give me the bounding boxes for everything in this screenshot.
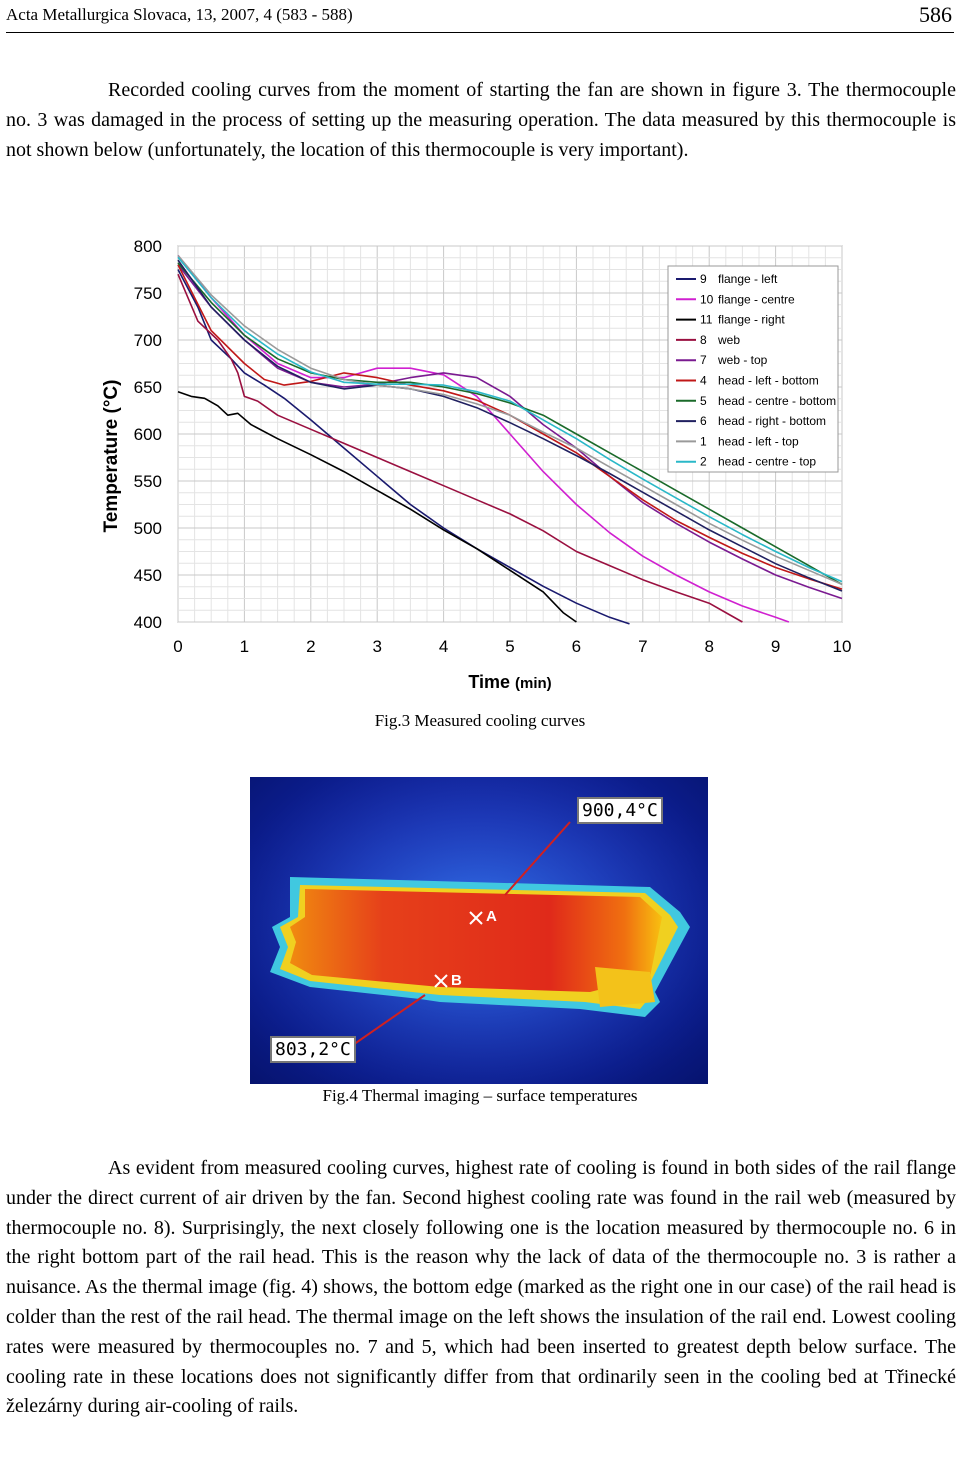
legend-label: flange - centre [718, 292, 795, 306]
figure3-caption-text: Fig.3 Measured cooling curves [374, 711, 586, 730]
cooling-curves-chart: 0 1 2 3 4 5 6 7 8 9 10400450500550600650700750800 … [101, 237, 852, 692]
x-tick-label: 6 [572, 637, 581, 656]
x-tick-label: 4 [439, 637, 448, 656]
x-tick-label: 7 [638, 637, 647, 656]
y-tick-label: 500 [134, 519, 162, 538]
legend-number: 5 [700, 394, 707, 408]
y-tick-label: 700 [134, 331, 162, 350]
y-tick-label: 400 [134, 613, 162, 632]
thermal-marker-b: B [451, 972, 462, 989]
x-tick-label: 1 [240, 637, 249, 656]
chart-series-group [177, 254, 843, 625]
y-tick-label: 750 [134, 284, 162, 303]
series-line-1 [177, 254, 843, 586]
legend-number: 6 [700, 414, 707, 428]
legend-number: 2 [700, 455, 707, 469]
page-number: 586 [919, 2, 952, 27]
series-line-8 [177, 273, 743, 623]
series-line-7 [177, 264, 843, 600]
x-tick-label: 8 [704, 637, 713, 656]
figure3-caption: Fig.3 Measured cooling curves [0, 711, 960, 731]
x-tick-label: 5 [505, 637, 514, 656]
y-axis-label: Temperature (°C) [101, 380, 122, 533]
series-line-4 [177, 264, 843, 590]
series-line-2 [177, 256, 843, 583]
legend-label: head - left - top [718, 434, 799, 448]
y-tick-label: 550 [134, 472, 162, 491]
legend-label: flange - left [718, 272, 778, 286]
y-tick-label: 600 [134, 425, 162, 444]
series-line-6 [177, 259, 843, 592]
figure4-caption: Fig.4 Thermal imaging – surface temperat… [0, 1086, 960, 1106]
legend-label: head - centre - bottom [718, 394, 836, 408]
x-tick-label: 3 [372, 637, 381, 656]
legend-label: head - centre - top [718, 455, 816, 469]
paragraph-discussion: As evident from measured cooling curves,… [6, 1154, 956, 1422]
y-tick-label: 450 [134, 566, 162, 585]
figure4-caption-text: Fig.4 Thermal imaging – surface temperat… [322, 1086, 638, 1105]
legend-label: flange - right [718, 313, 785, 327]
series-line-9 [177, 269, 630, 625]
series-line-11 [177, 390, 577, 623]
legend-label: head - right - bottom [718, 414, 826, 428]
legend-number: 8 [700, 333, 707, 347]
chart-axes: 0 1 2 3 4 5 6 7 8 9 10 400 450 500 550 600 650 700 750 800 [134, 237, 852, 656]
thermal-marker-a: A [486, 908, 497, 925]
legend-number: 7 [700, 353, 707, 367]
legend-box [667, 265, 839, 473]
paragraph-intro-text: Recorded cooling curves from the moment … [6, 79, 956, 161]
thermal-rail-image [250, 777, 708, 1084]
legend-number: 9 [700, 272, 707, 286]
legend-number: 4 [700, 374, 707, 388]
paragraph-discussion-text: As evident from measured cooling curves,… [6, 1157, 956, 1418]
x-tick-label: 2 [306, 637, 315, 656]
series-line-5 [177, 262, 843, 586]
legend-label: web - top [717, 353, 768, 367]
page-header: Acta Metallurgica Slovaca, 13, 2007, 4 (… [6, 0, 954, 33]
chart-legend: 9 flange - left 10 flange - centre 11 flange … [667, 265, 839, 473]
x-axis-unit: (min) [515, 675, 552, 692]
x-axis-label: Time (min) [468, 672, 551, 692]
legend-label: head - left - bottom [718, 374, 819, 388]
y-tick-label: 800 [134, 237, 162, 256]
x-tick-label: 9 [771, 637, 780, 656]
x-tick-label: 0 [173, 637, 182, 656]
thermal-label-bottom: 803,2°C [270, 1036, 356, 1063]
legend-number: 11 [700, 313, 713, 327]
paragraph-intro: Recorded cooling curves from the moment … [6, 76, 956, 165]
x-tick-label: 10 [833, 637, 852, 656]
thermal-label-top: 900,4°C [577, 797, 663, 824]
legend-label: web [717, 333, 740, 347]
journal-citation: Acta Metallurgica Slovaca, 13, 2007, 4 (… [6, 5, 353, 24]
thermal-image: 900,4°C 803,2°C A B [250, 777, 708, 1084]
legend-number: 1 [700, 434, 707, 448]
legend-number: 10 [700, 292, 714, 306]
y-tick-label: 650 [134, 378, 162, 397]
